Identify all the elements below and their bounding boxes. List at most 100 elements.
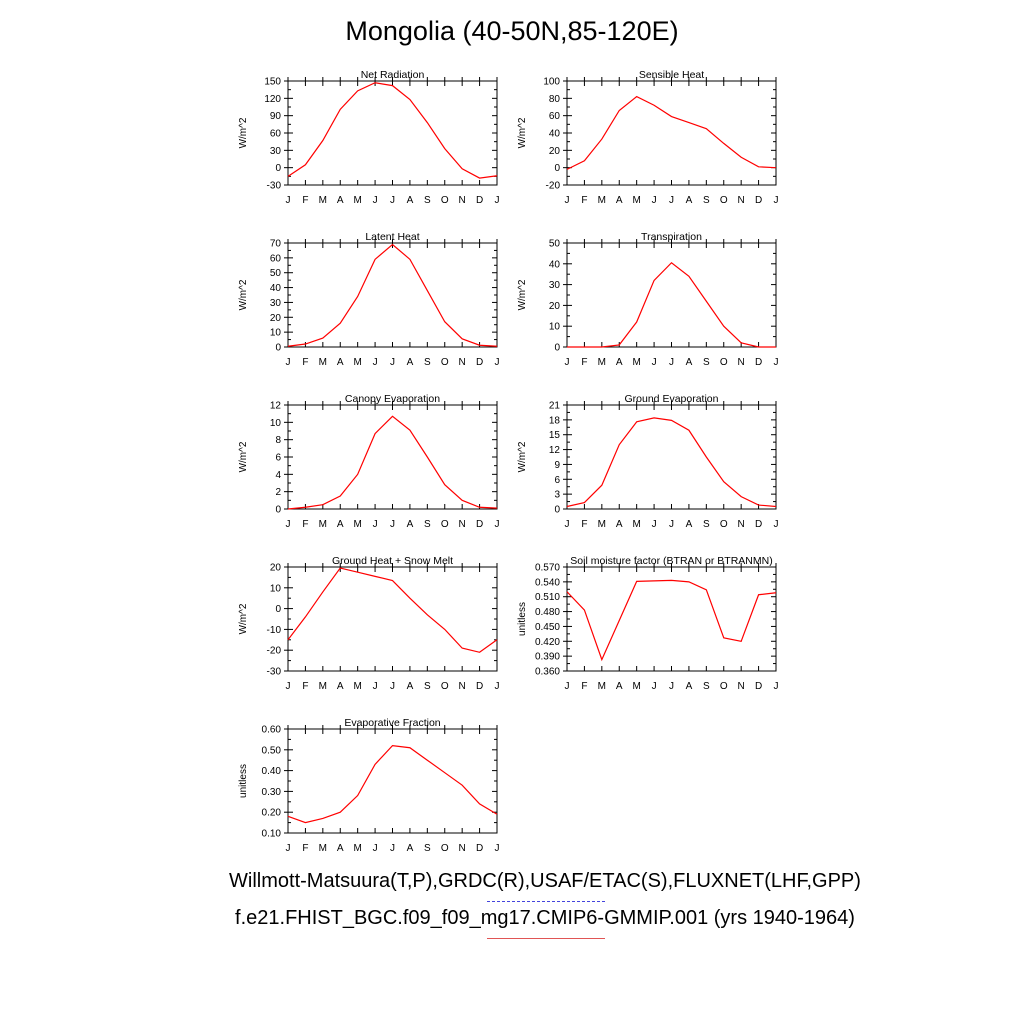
x-tick-label: M <box>319 519 327 530</box>
x-tick-label: J <box>565 195 570 206</box>
x-tick-label: D <box>755 357 762 368</box>
x-tick-label: O <box>441 357 449 368</box>
chart-title: Ground Heat + Snow Melt <box>332 555 453 567</box>
x-tick-label: J <box>286 357 291 368</box>
y-tick-label: 6 <box>275 453 281 464</box>
y-tick-label: 18 <box>549 415 561 426</box>
y-tick-label: 60 <box>270 253 282 264</box>
x-tick-label: J <box>390 843 395 854</box>
y-tick-label: 20 <box>549 146 561 157</box>
observations-legend-line <box>487 901 605 902</box>
y-tick-label: 12 <box>270 401 282 412</box>
y-tick-label: 0 <box>275 343 281 354</box>
y-tick-label: 0.510 <box>535 592 560 603</box>
model-legend-line <box>487 938 605 939</box>
y-tick-label: 0.480 <box>535 607 560 618</box>
y-tick-label: 30 <box>549 280 561 291</box>
y-tick-label: -10 <box>267 625 282 636</box>
x-tick-label: F <box>302 519 308 530</box>
y-axis-label: unitless <box>517 602 528 636</box>
y-tick-label: 80 <box>549 94 561 105</box>
plot-frame <box>287 728 498 834</box>
x-tick-label: J <box>286 519 291 530</box>
x-tick-label: S <box>703 681 710 692</box>
x-tick-label: N <box>738 357 745 368</box>
y-tick-label: 0.30 <box>262 787 282 798</box>
x-tick-label: M <box>598 357 606 368</box>
x-tick-label: J <box>669 357 674 368</box>
x-tick-label: A <box>686 357 693 368</box>
x-tick-label: J <box>774 195 779 206</box>
x-tick-label: M <box>353 519 361 530</box>
x-tick-label: A <box>337 843 344 854</box>
x-tick-label: N <box>459 195 466 206</box>
chart-title: Transpiration <box>641 231 702 243</box>
x-tick-label: A <box>616 519 623 530</box>
x-tick-label: M <box>353 681 361 692</box>
y-tick-label: 0.40 <box>262 766 282 777</box>
x-tick-label: J <box>565 681 570 692</box>
y-tick-label: -30 <box>267 667 282 678</box>
x-tick-label: J <box>669 195 674 206</box>
x-tick-label: M <box>632 519 640 530</box>
x-tick-label: O <box>441 843 449 854</box>
y-tick-label: 15 <box>549 430 561 441</box>
series-line <box>287 745 498 824</box>
x-tick-label: J <box>495 195 500 206</box>
y-axis-label: W/m^2 <box>238 117 249 148</box>
soil-moisture-factor-btran-or-btranmn-chart: Soil moisture factor (BTRAN or BTRANMN) 0… <box>517 555 779 692</box>
x-tick-label: N <box>738 681 745 692</box>
chart-title: Net Radiation <box>361 69 425 81</box>
x-tick-label: A <box>686 519 693 530</box>
y-tick-label: 0.390 <box>535 652 560 663</box>
x-tick-label: M <box>353 195 361 206</box>
y-tick-label: 20 <box>270 563 282 574</box>
x-tick-label: J <box>286 843 291 854</box>
x-tick-label: J <box>669 519 674 530</box>
x-tick-label: D <box>476 519 483 530</box>
figure-title: Mongolia (40-50N,85-120E) <box>345 16 679 46</box>
x-tick-label: J <box>373 843 378 854</box>
x-tick-label: J <box>495 357 500 368</box>
y-tick-label: 0 <box>554 343 560 354</box>
y-tick-label: 70 <box>270 239 282 250</box>
y-tick-label: 120 <box>264 94 281 105</box>
x-tick-label: J <box>390 681 395 692</box>
x-tick-label: F <box>302 195 308 206</box>
y-tick-label: 0.60 <box>262 725 282 736</box>
y-tick-label: 10 <box>270 328 282 339</box>
chart-title: Canopy Evaporation <box>345 393 440 405</box>
x-tick-label: D <box>476 357 483 368</box>
x-tick-label: D <box>476 843 483 854</box>
x-tick-label: M <box>598 519 606 530</box>
x-tick-label: J <box>286 681 291 692</box>
plot-frame <box>287 80 498 186</box>
x-tick-label: A <box>686 681 693 692</box>
x-tick-label: F <box>581 195 587 206</box>
x-tick-label: J <box>565 357 570 368</box>
plot-frame <box>566 566 777 672</box>
x-tick-label: A <box>407 357 414 368</box>
x-tick-label: S <box>703 195 710 206</box>
x-tick-label: N <box>459 519 466 530</box>
y-tick-label: 90 <box>270 111 282 122</box>
x-tick-label: J <box>652 195 657 206</box>
chart-title: Latent Heat <box>365 231 419 243</box>
x-tick-label: M <box>632 357 640 368</box>
y-tick-label: 60 <box>549 111 561 122</box>
y-tick-label: 10 <box>549 322 561 333</box>
x-tick-label: A <box>337 357 344 368</box>
y-tick-label: 0.20 <box>262 808 282 819</box>
y-axis-label: W/m^2 <box>238 279 249 310</box>
series-line <box>287 243 498 347</box>
y-axis-label: unitless <box>238 764 249 798</box>
x-tick-label: J <box>390 357 395 368</box>
y-axis-label: W/m^2 <box>238 441 249 472</box>
x-tick-label: N <box>738 195 745 206</box>
y-tick-label: 0.10 <box>262 829 282 840</box>
x-tick-label: D <box>755 681 762 692</box>
y-axis-label: W/m^2 <box>517 441 528 472</box>
